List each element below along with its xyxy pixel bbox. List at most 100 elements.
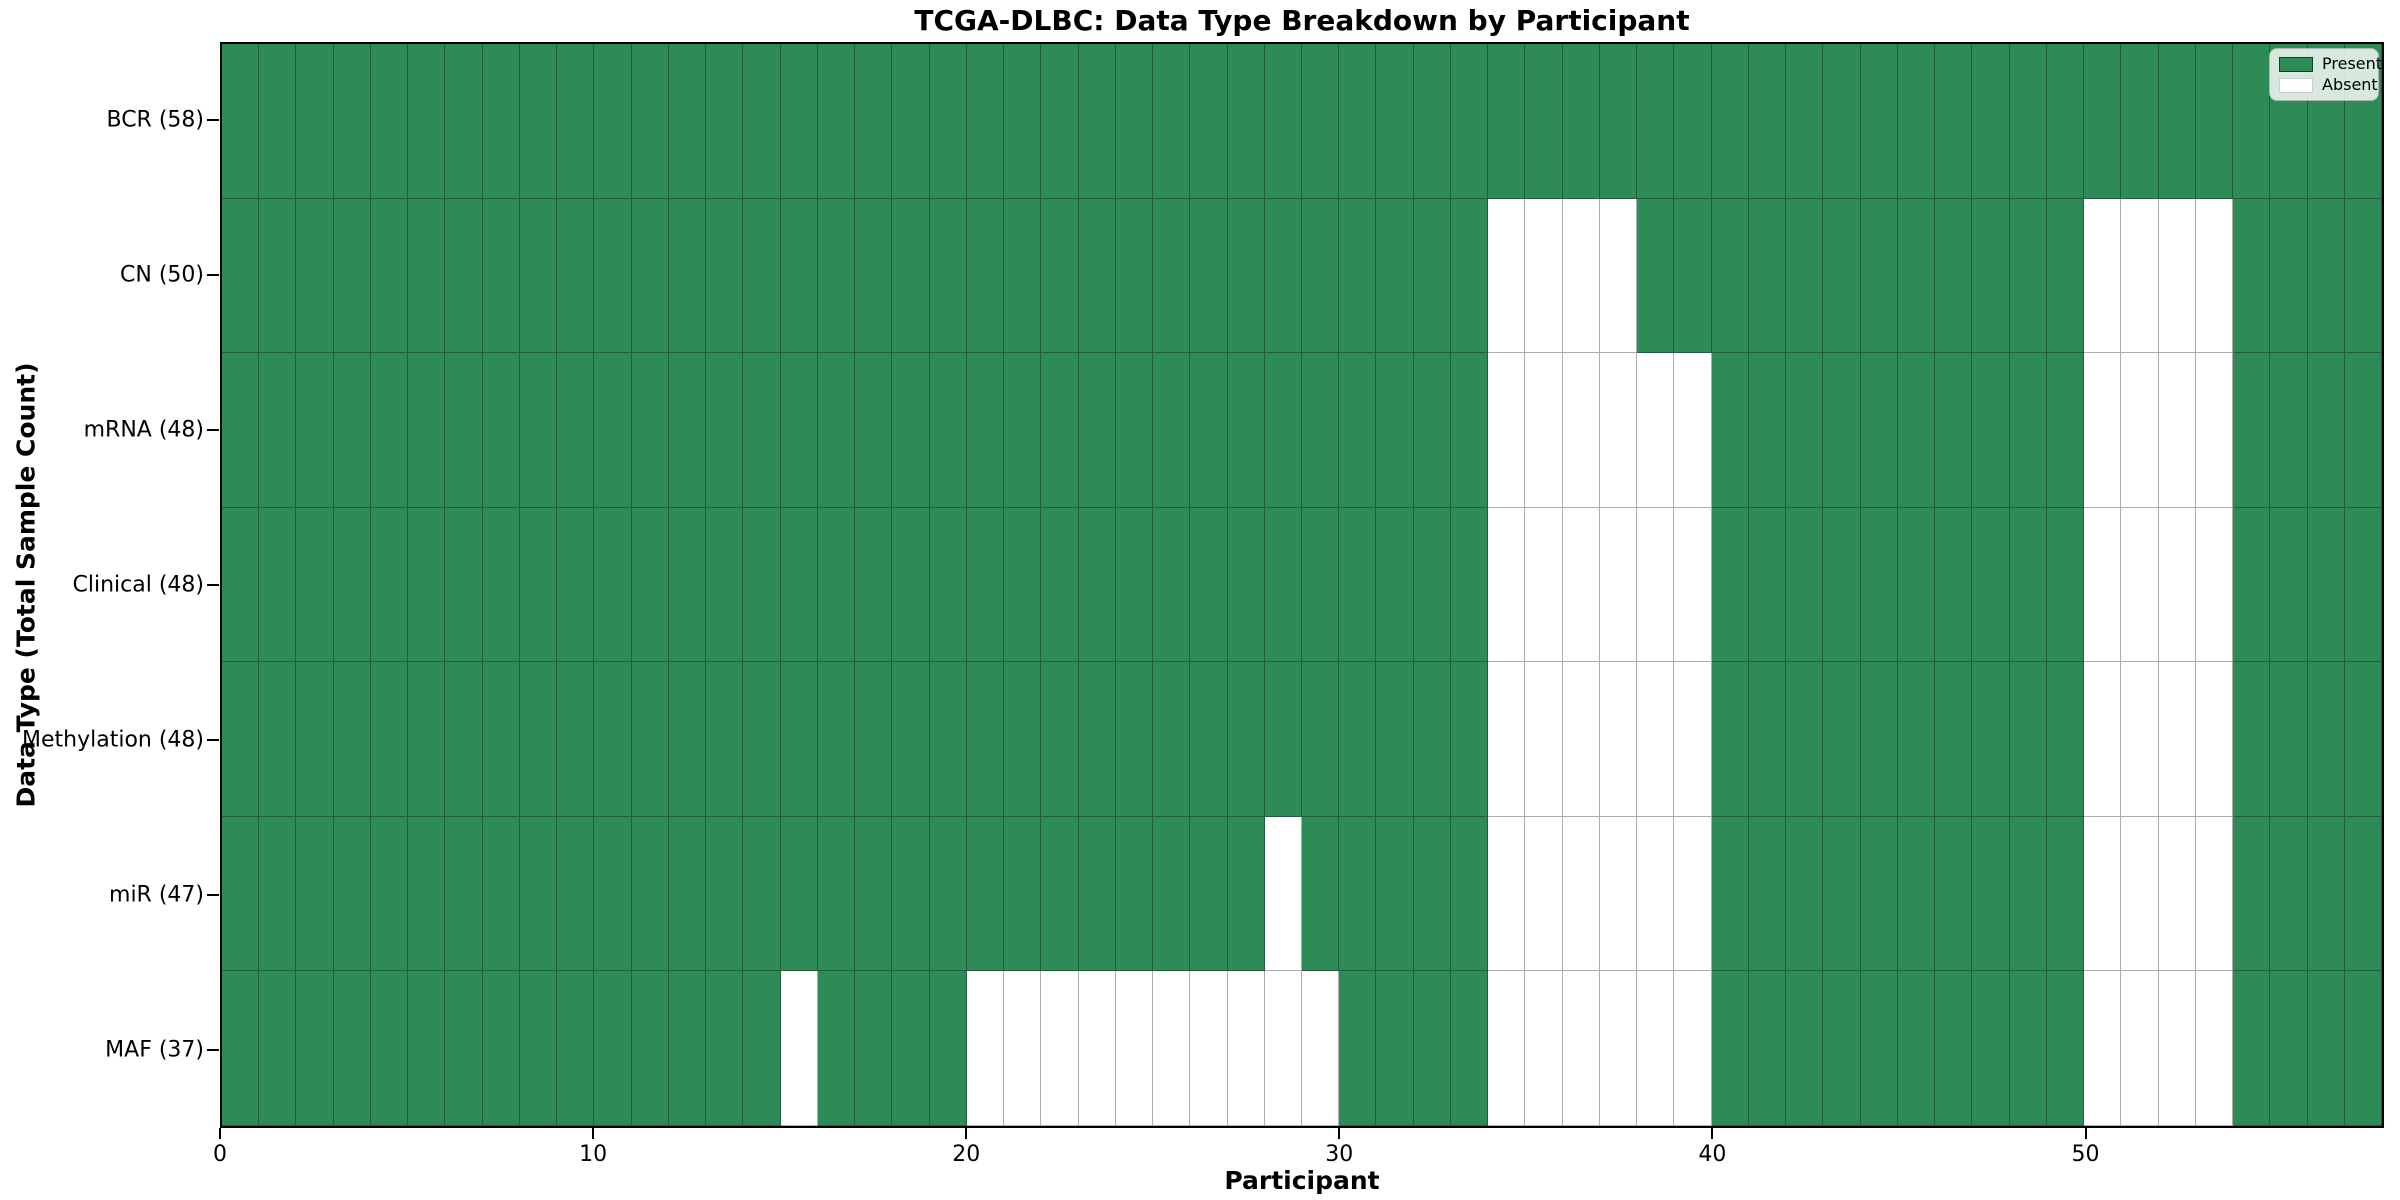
heatmap-cell xyxy=(2121,353,2159,508)
heatmap-cell xyxy=(1674,198,1712,354)
heatmap-cell xyxy=(631,507,669,663)
heatmap-cell xyxy=(1004,353,1042,508)
heatmap-cell xyxy=(1227,816,1265,972)
heatmap-cell xyxy=(222,507,260,663)
heatmap-cell xyxy=(966,971,1005,1126)
heatmap-cell xyxy=(370,353,409,508)
heatmap-cell xyxy=(445,662,483,817)
x-tick-label: 50 xyxy=(2071,1142,2100,1167)
heatmap-cell xyxy=(1041,198,1079,354)
heatmap-cell xyxy=(2158,507,2196,663)
heatmap-cell xyxy=(259,44,297,199)
heatmap-cell xyxy=(2158,971,2196,1126)
heatmap-cell xyxy=(1339,816,1377,972)
y-tick-label: mRNA (48) xyxy=(83,417,204,443)
heatmap-cell xyxy=(1115,198,1154,354)
heatmap-cell xyxy=(1227,971,1265,1126)
heatmap-cell xyxy=(706,816,744,972)
heatmap-cell xyxy=(1301,353,1340,508)
heatmap-cell xyxy=(2307,662,2345,817)
heatmap-cell xyxy=(1190,507,1228,663)
heatmap-cell xyxy=(222,44,260,199)
heatmap-cell xyxy=(482,507,520,663)
heatmap-cell xyxy=(2307,353,2345,508)
heatmap-cell xyxy=(1711,662,1749,817)
heatmap-cell xyxy=(706,353,744,508)
heatmap-cell xyxy=(2195,971,2234,1126)
heatmap-cell xyxy=(743,353,781,508)
heatmap-cell xyxy=(1301,44,1340,199)
heatmap-cell xyxy=(1823,353,1861,508)
heatmap-cell xyxy=(1935,44,1973,199)
x-tick-mark xyxy=(2084,1128,2087,1139)
heatmap-cell xyxy=(519,816,558,972)
heatmap-cell xyxy=(929,507,967,663)
heatmap-cell xyxy=(1674,507,1712,663)
heatmap-cell xyxy=(2046,44,2085,199)
heatmap-cell xyxy=(1748,507,1787,663)
heatmap-cell xyxy=(668,507,707,663)
heatmap-cell xyxy=(668,353,707,508)
heatmap-cell xyxy=(1264,44,1302,199)
heatmap-cell xyxy=(668,816,707,972)
heatmap-cell xyxy=(1935,971,1973,1126)
heatmap-cell xyxy=(1190,816,1228,972)
heatmap-cell xyxy=(1488,198,1526,354)
heatmap-cell xyxy=(2233,353,2271,508)
heatmap-cell xyxy=(1711,44,1749,199)
y-tick-label: BCR (58) xyxy=(106,107,204,133)
heatmap-cell xyxy=(743,198,781,354)
heatmap-cell xyxy=(1935,662,1973,817)
heatmap-cell xyxy=(408,662,446,817)
heatmap-cell xyxy=(1711,507,1749,663)
heatmap-cell xyxy=(817,198,856,354)
heatmap-cell xyxy=(1599,662,1638,817)
heatmap-cell xyxy=(445,353,483,508)
heatmap-cell xyxy=(370,198,409,354)
heatmap-cell xyxy=(408,816,446,972)
heatmap-cell xyxy=(482,662,520,817)
heatmap-cell xyxy=(259,353,297,508)
heatmap-cell xyxy=(445,198,483,354)
heatmap-cell xyxy=(2195,353,2234,508)
legend-label-absent: Absent xyxy=(2322,75,2378,94)
heatmap-cell xyxy=(1004,507,1042,663)
heatmap-cell xyxy=(668,44,707,199)
heatmap-cell xyxy=(370,44,409,199)
heatmap-cell xyxy=(1450,507,1489,663)
x-tick-mark xyxy=(592,1128,595,1139)
heatmap-cell xyxy=(1897,44,1936,199)
heatmap-cell xyxy=(1227,198,1265,354)
heatmap-cell xyxy=(1264,816,1302,972)
heatmap-cell xyxy=(222,198,260,354)
heatmap-cell xyxy=(557,816,595,972)
heatmap-cell xyxy=(892,816,930,972)
heatmap-cell xyxy=(2084,971,2122,1126)
heatmap-cell xyxy=(2307,507,2345,663)
heatmap-cell xyxy=(1004,44,1042,199)
heatmap-cell xyxy=(2046,198,2085,354)
heatmap-cell xyxy=(2121,198,2159,354)
heatmap-cell xyxy=(1450,971,1489,1126)
heatmap-cell xyxy=(1376,198,1414,354)
heatmap-cell xyxy=(1637,353,1675,508)
heatmap-cell xyxy=(1078,44,1116,199)
heatmap-cell xyxy=(1190,662,1228,817)
heatmap-cell xyxy=(1376,44,1414,199)
heatmap-cell xyxy=(1376,353,1414,508)
heatmap-cell xyxy=(1301,662,1340,817)
heatmap-cell xyxy=(1413,507,1451,663)
heatmap-cell xyxy=(1748,353,1787,508)
heatmap-cell xyxy=(370,816,409,972)
heatmap-cell xyxy=(1786,353,1824,508)
x-tick-label: 30 xyxy=(1325,1142,1354,1167)
heatmap-cell xyxy=(1041,353,1079,508)
heatmap-cell xyxy=(333,507,371,663)
heatmap-cell xyxy=(296,507,334,663)
heatmap-cell xyxy=(1599,44,1638,199)
heatmap-cell xyxy=(1153,198,1191,354)
heatmap-cell xyxy=(1674,353,1712,508)
heatmap-cell xyxy=(1339,971,1377,1126)
heatmap-cell xyxy=(2009,353,2047,508)
heatmap-cell xyxy=(1153,971,1191,1126)
